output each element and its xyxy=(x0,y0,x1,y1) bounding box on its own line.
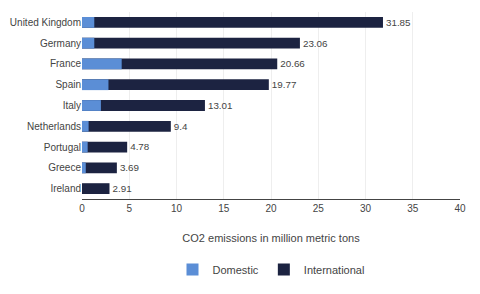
svg-text:40: 40 xyxy=(454,203,466,214)
svg-text:United Kingdom: United Kingdom xyxy=(10,17,81,28)
svg-text:9.4: 9.4 xyxy=(174,121,188,132)
svg-text:35: 35 xyxy=(407,203,419,214)
svg-text:Netherlands: Netherlands xyxy=(27,121,81,132)
svg-text:Italy: Italy xyxy=(63,100,81,111)
svg-text:Domestic: Domestic xyxy=(213,264,259,276)
svg-text:Portugal: Portugal xyxy=(44,142,81,153)
svg-text:Spain: Spain xyxy=(55,79,81,90)
svg-text:Ireland: Ireland xyxy=(50,183,81,194)
svg-text:Germany: Germany xyxy=(40,38,81,49)
svg-text:5: 5 xyxy=(126,203,132,214)
svg-text:19.77: 19.77 xyxy=(272,79,297,90)
svg-text:23.06: 23.06 xyxy=(303,38,328,49)
svg-text:31.85: 31.85 xyxy=(386,17,411,28)
svg-text:CO2 emissions in million metri: CO2 emissions in million metric tons xyxy=(182,232,360,244)
svg-text:13.01: 13.01 xyxy=(208,100,233,111)
svg-text:Greece: Greece xyxy=(48,162,81,173)
svg-text:30: 30 xyxy=(360,203,372,214)
svg-text:15: 15 xyxy=(218,203,230,214)
svg-text:25: 25 xyxy=(313,203,325,214)
svg-text:20.66: 20.66 xyxy=(280,58,305,69)
svg-text:20: 20 xyxy=(265,203,277,214)
svg-text:10: 10 xyxy=(171,203,183,214)
svg-text:0: 0 xyxy=(79,203,85,214)
svg-text:4.78: 4.78 xyxy=(130,141,150,152)
svg-text:2.91: 2.91 xyxy=(113,183,132,194)
svg-text:3.69: 3.69 xyxy=(120,162,139,173)
svg-text:France: France xyxy=(50,58,82,69)
svg-text:International: International xyxy=(304,264,365,276)
